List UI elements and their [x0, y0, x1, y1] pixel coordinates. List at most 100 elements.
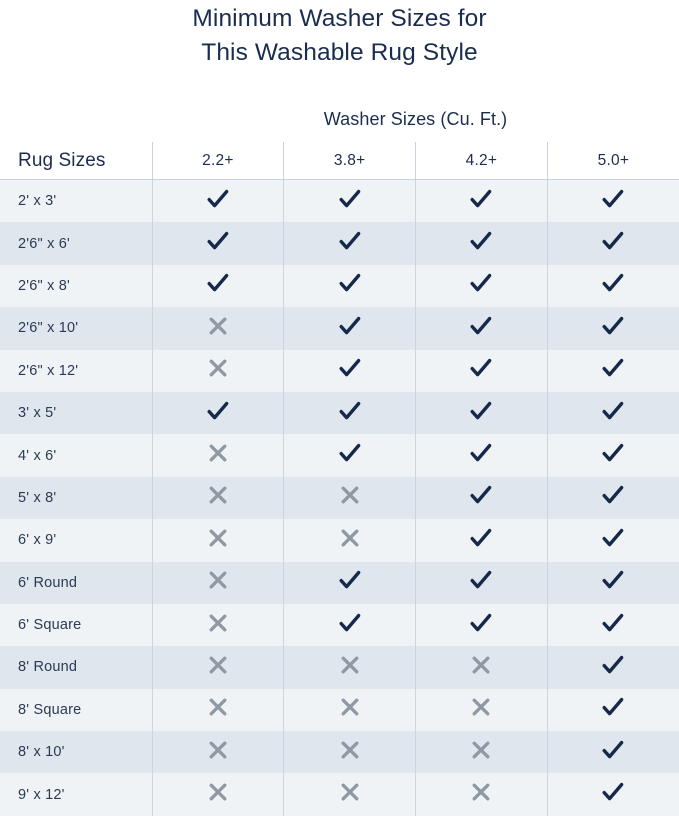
cross-icon — [338, 695, 362, 719]
table-row: 2'6" x 6' — [0, 222, 679, 265]
cell-50-fit — [546, 731, 679, 774]
check-icon — [205, 228, 231, 254]
column-header-4-2: 4.2+ — [415, 142, 548, 180]
cross-icon — [206, 695, 230, 719]
cell-38-fit — [283, 179, 416, 223]
check-icon — [468, 440, 494, 466]
cell-50-fit — [546, 646, 679, 689]
cell-38-fit — [283, 646, 416, 689]
check-icon — [205, 186, 231, 212]
check-icon — [600, 737, 626, 763]
cross-icon — [206, 653, 230, 677]
check-icon — [337, 270, 363, 296]
cell-42-fit — [415, 391, 548, 435]
cell-42-fit — [415, 561, 548, 604]
check-icon — [337, 567, 363, 593]
cell-42-fit — [415, 349, 548, 392]
cell-42-fit — [415, 179, 548, 223]
rug-size-label: 5' x 8' — [0, 476, 152, 520]
check-icon — [600, 567, 626, 593]
cell-38-fit — [283, 349, 416, 392]
cell-38-fit — [283, 222, 416, 265]
table-row: 2'6" x 12' — [0, 349, 679, 392]
column-header-3-8: 3.8+ — [283, 142, 416, 180]
cell-22-fit — [151, 222, 284, 265]
table-row: 8' Round — [0, 646, 679, 689]
check-icon — [600, 398, 626, 424]
rug-size-label: 9' x 12' — [0, 773, 152, 816]
cell-22-fit — [151, 349, 284, 392]
cross-icon — [338, 738, 362, 762]
check-icon — [600, 270, 626, 296]
cell-22-fit — [151, 561, 284, 604]
cell-50-fit — [546, 688, 679, 732]
cell-38-fit — [283, 731, 416, 774]
cross-icon — [338, 780, 362, 804]
rug-size-label: 2' x 3' — [0, 179, 152, 223]
rug-size-label: 6' Round — [0, 561, 152, 604]
column-header-5-0: 5.0+ — [546, 142, 679, 180]
check-icon — [600, 228, 626, 254]
cell-22-fit — [151, 391, 284, 435]
cell-50-fit — [546, 179, 679, 223]
cell-42-fit — [415, 688, 548, 732]
table-row: 8' Square — [0, 688, 679, 732]
rug-size-label: 2'6" x 10' — [0, 307, 152, 350]
check-icon — [205, 270, 231, 296]
cross-icon — [206, 314, 230, 338]
cell-42-fit — [415, 603, 548, 647]
cell-22-fit — [151, 434, 284, 477]
rug-size-label: 6' Square — [0, 603, 152, 647]
cell-50-fit — [546, 391, 679, 435]
table-row: 2'6" x 8' — [0, 264, 679, 308]
cell-38-fit — [283, 773, 416, 816]
page-title: Minimum Washer Sizes for This Washable R… — [0, 0, 679, 70]
rug-size-label: 3' x 5' — [0, 391, 152, 435]
table-row: 8' x 10' — [0, 731, 679, 774]
check-icon — [337, 398, 363, 424]
cross-icon — [338, 653, 362, 677]
cross-icon — [206, 780, 230, 804]
check-icon — [600, 652, 626, 678]
rug-size-label: 8' Round — [0, 646, 152, 689]
cross-icon — [206, 526, 230, 550]
cross-icon — [206, 356, 230, 380]
cell-22-fit — [151, 307, 284, 350]
cell-42-fit — [415, 307, 548, 350]
cell-42-fit — [415, 434, 548, 477]
check-icon — [600, 525, 626, 551]
cross-icon — [469, 653, 493, 677]
check-icon — [337, 313, 363, 339]
cell-42-fit — [415, 264, 548, 308]
cell-38-fit — [283, 603, 416, 647]
check-icon — [600, 482, 626, 508]
check-icon — [600, 313, 626, 339]
check-icon — [468, 610, 494, 636]
check-icon — [337, 610, 363, 636]
cell-42-fit — [415, 519, 548, 562]
check-icon — [337, 186, 363, 212]
rug-size-label: 2'6" x 12' — [0, 349, 152, 392]
rug-size-label: 2'6" x 6' — [0, 222, 152, 265]
check-icon — [468, 567, 494, 593]
check-icon — [468, 398, 494, 424]
check-icon — [468, 186, 494, 212]
table-row: 4' x 6' — [0, 434, 679, 477]
table-header: Rug Sizes 2.2+ 3.8+ 4.2+ 5.0+ — [0, 142, 679, 180]
cell-50-fit — [546, 307, 679, 350]
cross-icon — [469, 695, 493, 719]
rug-size-label: 8' Square — [0, 688, 152, 732]
cell-22-fit — [151, 646, 284, 689]
check-icon — [468, 525, 494, 551]
cell-50-fit — [546, 773, 679, 816]
cell-22-fit — [151, 688, 284, 732]
table-row: 3' x 5' — [0, 391, 679, 435]
cell-38-fit — [283, 434, 416, 477]
rug-size-label: 2'6" x 8' — [0, 264, 152, 308]
cell-38-fit — [283, 688, 416, 732]
table-row: 6' x 9' — [0, 519, 679, 562]
rug-size-label: 8' x 10' — [0, 731, 152, 774]
cell-38-fit — [283, 476, 416, 520]
check-icon — [600, 694, 626, 720]
table-row: 2' x 3' — [0, 179, 679, 223]
